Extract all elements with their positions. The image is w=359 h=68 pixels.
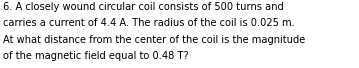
Text: of the magnetic field equal to 0.48 T?: of the magnetic field equal to 0.48 T? bbox=[3, 51, 188, 61]
Text: At what distance from the center of the coil is the magnitude: At what distance from the center of the … bbox=[3, 35, 305, 45]
Text: carries a current of 4.4 A. The radius of the coil is 0.025 m.: carries a current of 4.4 A. The radius o… bbox=[3, 18, 295, 28]
Text: 6. A closely wound circular coil consists of 500 turns and: 6. A closely wound circular coil consist… bbox=[3, 2, 284, 12]
